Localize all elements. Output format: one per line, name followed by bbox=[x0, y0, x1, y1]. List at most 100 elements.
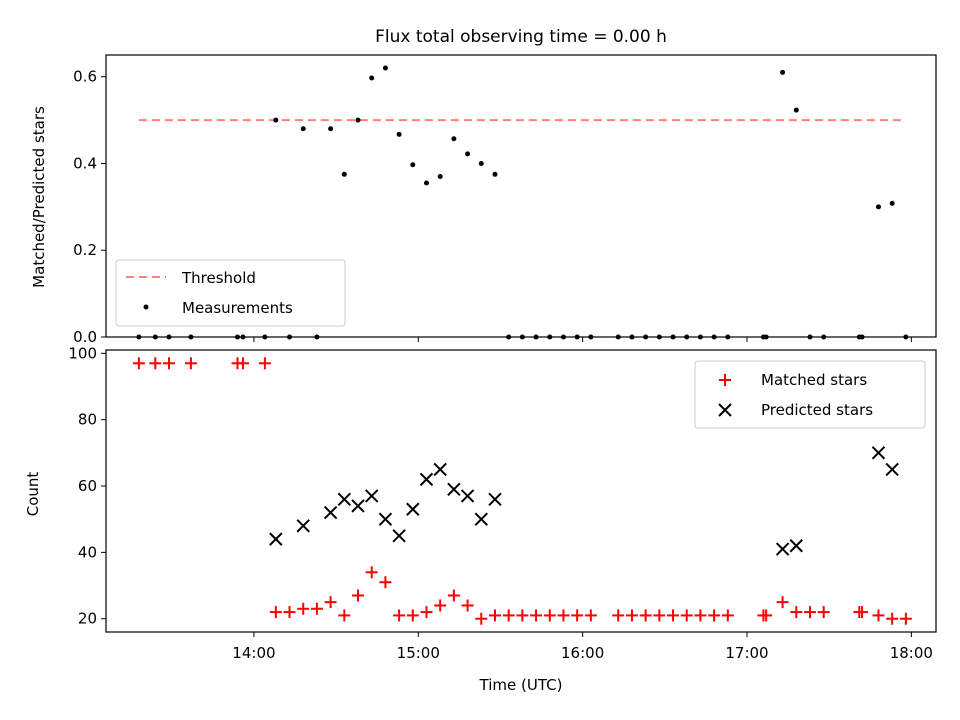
x-axis-label: Time (UTC) bbox=[479, 676, 563, 694]
legend-matched-label: Matched stars bbox=[761, 371, 867, 389]
x-tick-label: 18:00 bbox=[890, 644, 933, 662]
measurement-point bbox=[328, 126, 334, 132]
measurement-point bbox=[396, 131, 402, 137]
matched-star-point bbox=[653, 609, 666, 622]
matched-star-point bbox=[149, 357, 162, 370]
matched-star-point bbox=[434, 599, 447, 612]
ratio-y-tick-label: 0.4 bbox=[73, 154, 97, 172]
matched-star-point bbox=[790, 606, 803, 619]
predicted-star-point bbox=[775, 542, 790, 556]
x-stroke bbox=[419, 472, 434, 487]
predicted-star-point bbox=[406, 502, 420, 516]
predicted-star-point bbox=[296, 519, 310, 533]
predicted-star-point bbox=[488, 492, 502, 507]
matched-star-point bbox=[163, 357, 176, 370]
x-stroke bbox=[775, 542, 790, 556]
x-stroke bbox=[392, 529, 406, 543]
matched-star-point bbox=[447, 589, 460, 602]
predicted-star-point bbox=[323, 505, 338, 520]
matched-star-point bbox=[488, 609, 501, 622]
matched-star-point bbox=[817, 606, 830, 619]
measurement-point bbox=[875, 204, 881, 210]
matched-star-point bbox=[352, 589, 365, 602]
matched-star-point bbox=[639, 609, 652, 622]
count-y-tick-label: 40 bbox=[78, 543, 97, 561]
measurement-point bbox=[793, 107, 799, 113]
x-stroke bbox=[789, 539, 804, 553]
measurement-point bbox=[382, 65, 388, 71]
matched-star-point bbox=[324, 596, 337, 609]
matched-star-point bbox=[379, 576, 392, 589]
x-stroke bbox=[269, 532, 283, 546]
legend-frame bbox=[115, 259, 346, 327]
count-y-tick-label: 100 bbox=[68, 344, 97, 362]
predicted-star-point bbox=[351, 499, 365, 513]
measurement-point bbox=[437, 173, 443, 179]
matched-star-point bbox=[856, 606, 869, 619]
measurement-point bbox=[465, 151, 471, 157]
predicted-star-point bbox=[269, 532, 283, 546]
matched-star-point bbox=[760, 609, 773, 622]
matched-star-point bbox=[516, 609, 529, 622]
predicted-star-point bbox=[447, 482, 461, 497]
ratio-plot-area: 0.0 0.2 0.4 0.6 bbox=[73, 65, 912, 346]
ratio-axes-frame bbox=[105, 54, 937, 338]
legend-measurements-swatch bbox=[143, 304, 149, 310]
count-axes-frame bbox=[105, 349, 937, 633]
predicted-star-point bbox=[419, 472, 434, 487]
legend-threshold-label: Threshold bbox=[181, 269, 256, 287]
predicted-star-point bbox=[337, 492, 352, 507]
matched-star-point bbox=[393, 609, 406, 622]
x-stroke bbox=[351, 499, 365, 513]
predicted-star-point bbox=[460, 489, 475, 503]
y-axis-label-count: Count bbox=[24, 472, 42, 517]
x-tick-label: 16:00 bbox=[561, 644, 604, 662]
legend-predicted-swatch bbox=[718, 403, 732, 417]
matched-star-point bbox=[708, 609, 721, 622]
matched-star-point bbox=[236, 357, 249, 370]
measurement-point bbox=[478, 160, 484, 166]
x-tick-label: 14:00 bbox=[232, 644, 275, 662]
x-stroke bbox=[323, 505, 338, 520]
matched-star-point bbox=[297, 602, 310, 615]
measurement-point bbox=[492, 171, 498, 177]
predicted-star-point bbox=[474, 512, 488, 526]
matched-star-point bbox=[721, 609, 734, 622]
x-stroke bbox=[885, 462, 899, 477]
legend-measurements-label: Measurements bbox=[182, 299, 293, 317]
matched-star-point bbox=[557, 609, 570, 622]
predicted-star-point bbox=[433, 462, 447, 477]
x-stroke bbox=[488, 492, 502, 507]
measurement-point bbox=[410, 162, 416, 168]
chart-title: Flux total observing time = 0.00 h bbox=[375, 27, 667, 47]
legend-predicted-label: Predicted stars bbox=[761, 401, 873, 419]
ratio-y-tick-label: 0.0 bbox=[73, 328, 97, 346]
x-stroke bbox=[474, 512, 488, 526]
matched-star-point bbox=[406, 609, 419, 622]
count-y-tick-label: 60 bbox=[78, 477, 97, 495]
predicted-star-point bbox=[885, 462, 899, 477]
matched-star-point bbox=[584, 609, 597, 622]
x-stroke bbox=[460, 489, 475, 503]
matched-star-point bbox=[899, 612, 912, 625]
matched-star-point bbox=[530, 609, 543, 622]
matched-star-point bbox=[475, 612, 488, 625]
matched-star-point bbox=[338, 609, 351, 622]
x-tick-label: 15:00 bbox=[397, 644, 440, 662]
measurement-point bbox=[451, 136, 457, 142]
matched-star-point bbox=[132, 357, 145, 370]
matched-star-point bbox=[543, 609, 556, 622]
matched-star-point bbox=[269, 606, 282, 619]
matched-star-point bbox=[365, 566, 378, 579]
matched-star-point bbox=[258, 357, 271, 370]
count-y-tick-label: 80 bbox=[78, 411, 97, 429]
matched-star-point bbox=[571, 609, 584, 622]
matched-star-point bbox=[872, 609, 885, 622]
y-axis-label-ratio: Matched/Predicted stars bbox=[30, 106, 48, 288]
matched-star-point bbox=[803, 606, 816, 619]
x-stroke bbox=[365, 489, 379, 503]
matched-star-point bbox=[283, 606, 296, 619]
measurement-point bbox=[355, 117, 361, 123]
matched-star-point bbox=[680, 609, 693, 622]
